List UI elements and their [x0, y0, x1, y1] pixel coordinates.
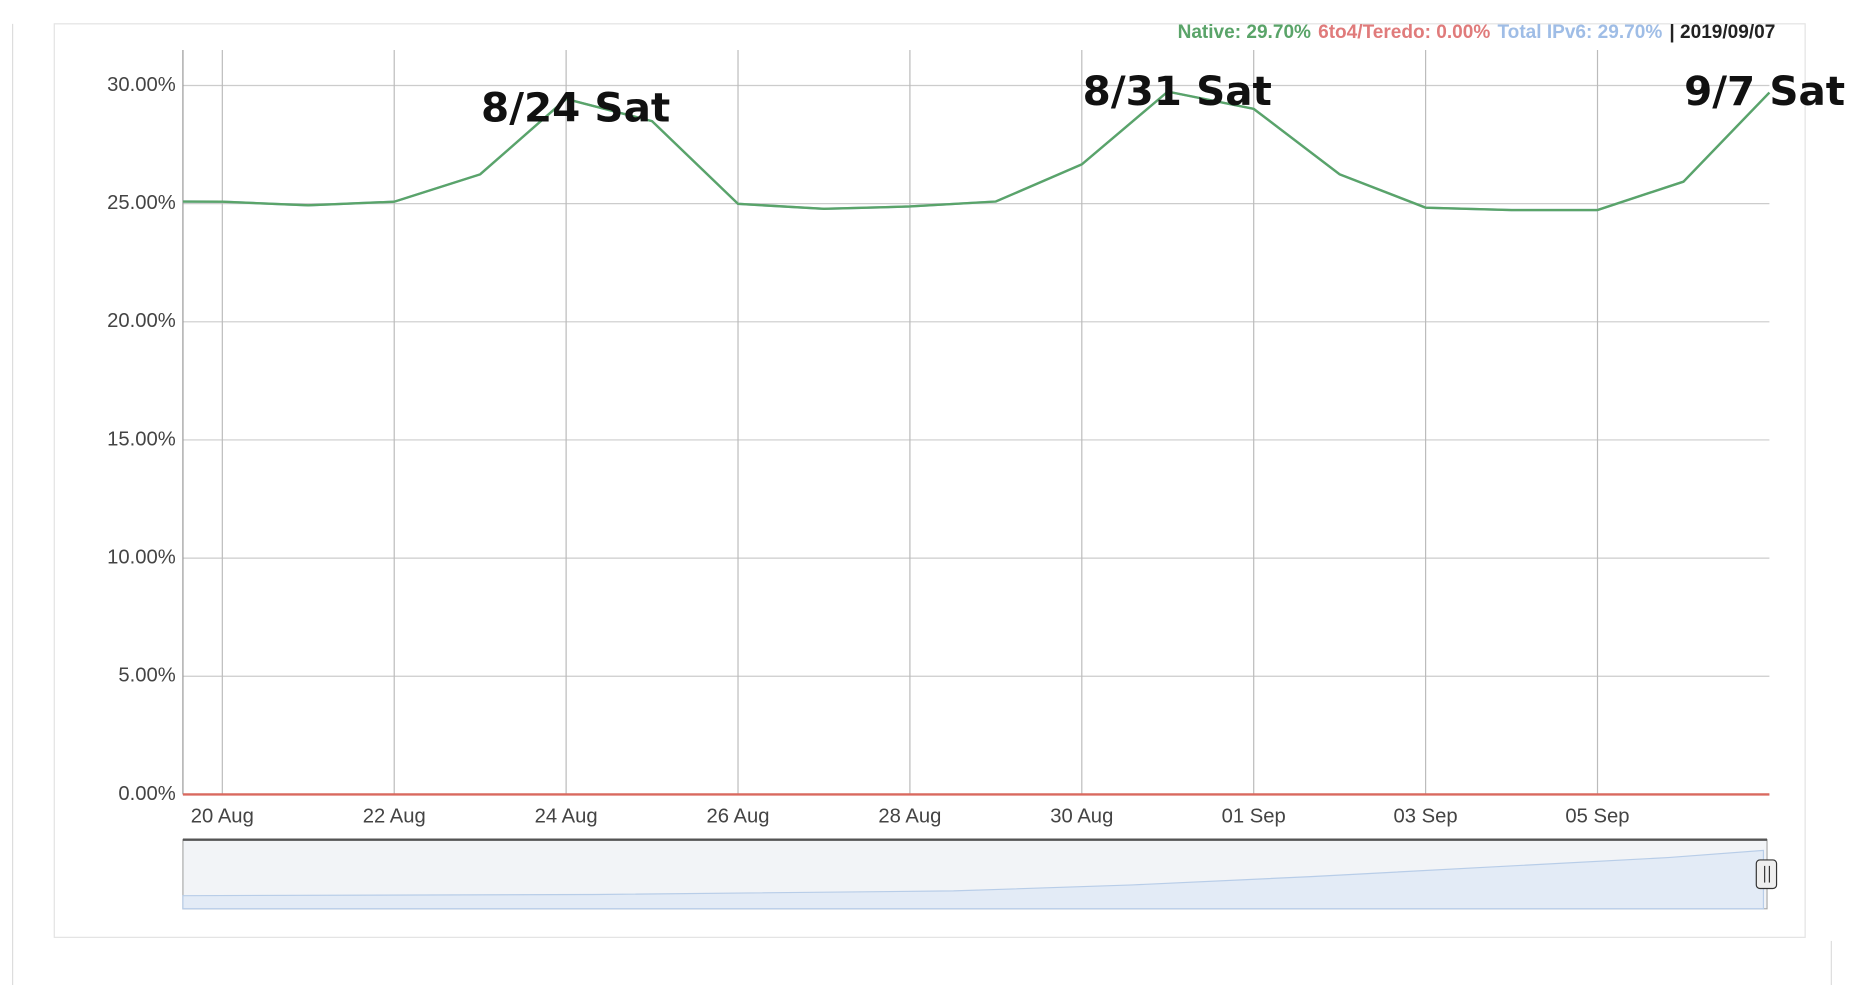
- x-tick-label: 26 Aug: [707, 805, 770, 827]
- x-tick-label: 22 Aug: [363, 805, 426, 827]
- x-tick-label: 05 Sep: [1565, 805, 1629, 827]
- y-tick-label: 10.00%: [107, 546, 176, 568]
- legend-item: Total IPv6: 29.70%: [1497, 22, 1662, 43]
- grid: [182, 50, 1770, 796]
- annotation: 9/7 Sat: [1684, 67, 1845, 115]
- series-line: [182, 90, 1771, 212]
- legend-item: | 2019/09/07: [1669, 22, 1775, 43]
- navigator-handle[interactable]: [1755, 859, 1778, 890]
- legend-item: Native: 29.70%: [1178, 22, 1311, 43]
- legend: Native: 29.70% 6to4/Teredo: 0.00% Total IP…: [1178, 22, 1776, 43]
- x-tick-label: 03 Sep: [1394, 805, 1458, 827]
- annotation: 8/31 Sat: [1083, 67, 1272, 115]
- x-tick-label: 24 Aug: [535, 805, 598, 827]
- labels: 0.00% 5.00% 10.00% 15.00% 20.00% 25.00% 30.00%…: [107, 22, 1845, 827]
- y-tick-label: 5.00%: [118, 665, 175, 687]
- y-tick-label: 25.00%: [107, 192, 176, 214]
- x-tick-label: 01 Sep: [1222, 805, 1286, 827]
- y-tick-label: 20.00%: [107, 310, 176, 332]
- panel-border: [53, 23, 1806, 938]
- x-tick-label: 30 Aug: [1050, 805, 1113, 827]
- annotation: 8/24 Sat: [481, 83, 670, 131]
- series-line: [182, 90, 1771, 212]
- navigator: [182, 838, 1778, 910]
- navigator-area: [182, 849, 1765, 910]
- y-tick-label: 30.00%: [107, 74, 176, 96]
- x-tick-label: 20 Aug: [191, 805, 254, 827]
- x-tick-label: 28 Aug: [878, 805, 941, 827]
- y-tick-label: 15.00%: [107, 428, 176, 450]
- y-tick-label: 0.00%: [118, 783, 175, 805]
- legend-item: 6to4/Teredo: 0.00%: [1318, 22, 1490, 43]
- plot: [182, 90, 1771, 796]
